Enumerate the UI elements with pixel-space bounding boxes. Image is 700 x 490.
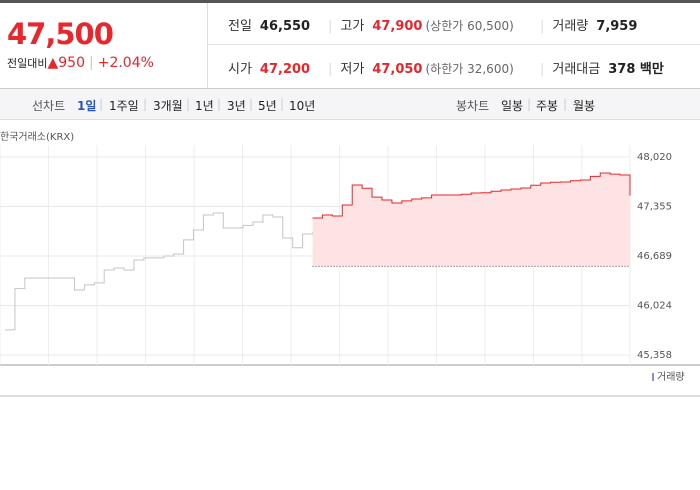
stat-value: 47,200	[259, 62, 311, 77]
tab[interactable]: 1년	[195, 99, 214, 113]
stat-label: 고가	[340, 19, 365, 34]
change-value: 950	[58, 55, 85, 71]
chart-source: 한국거래소(KRX)	[0, 131, 74, 143]
tab[interactable]: 1주일	[109, 99, 139, 113]
y-tick-label: 45,358	[637, 350, 672, 361]
tab[interactable]: 주봉	[536, 99, 559, 113]
separator: |	[186, 97, 191, 111]
stat-label: 거래대금	[552, 62, 601, 77]
separator: |	[217, 97, 222, 111]
separator: |	[89, 55, 94, 71]
change-rate: +2.04%	[97, 55, 154, 71]
tab[interactable]: 1일	[77, 99, 97, 113]
y-tick-label: 46,689	[637, 251, 672, 262]
separator: |	[563, 97, 568, 111]
top-bar	[0, 0, 700, 3]
stat-label: 저가	[340, 62, 365, 77]
separator: |	[99, 97, 104, 111]
y-tick-label: 48,020	[637, 152, 672, 163]
up-icon: ▲	[47, 55, 59, 71]
separator: |	[328, 62, 333, 77]
volume-legend-swatch	[652, 373, 654, 381]
change-label: 전일대비	[7, 57, 48, 70]
tab-group-label: 선차트	[32, 99, 66, 113]
stat-label: 거래량	[552, 19, 589, 34]
price-line	[5, 212, 314, 331]
stat: | 거래량 7,959	[540, 15, 637, 34]
chart: 한국거래소(KRX) 거래량 48,020 47,355 46,689 46,024 4…	[0, 131, 700, 397]
tab[interactable]: 5년	[258, 99, 277, 113]
separator: |	[249, 97, 254, 111]
separator: |	[143, 97, 148, 111]
stat-value: 46,550	[259, 19, 311, 34]
stat: | 고가 47,900 (상한가 60,500)	[328, 15, 514, 34]
separator: |	[540, 19, 545, 34]
divider	[208, 44, 700, 45]
area	[312, 172, 630, 267]
y-tick-label: 47,355	[637, 201, 672, 212]
tab[interactable]: 3개월	[153, 99, 183, 113]
stat-value: 47,900	[372, 19, 423, 34]
stat-label: 시가	[228, 62, 252, 77]
change: 전일대비▲950 | +2.04%	[7, 55, 154, 71]
tab-group-label: 봉차트	[456, 99, 490, 113]
stat-value: 7,959	[596, 19, 638, 34]
price-line	[312, 172, 631, 219]
current-price: 47,500	[7, 17, 114, 51]
stat: | 저가 47,050 (하한가 32,600)	[328, 58, 514, 77]
stat-label: 전일	[228, 19, 252, 34]
stat: 시가 47,200	[228, 58, 310, 77]
separator: |	[527, 97, 532, 111]
stat: | 거래대금 378 백만	[540, 58, 664, 77]
tab[interactable]: 10년	[289, 99, 316, 113]
tab[interactable]: 일봉	[501, 99, 524, 113]
stat: 전일 46,550	[228, 15, 310, 34]
volume-legend: 거래량	[657, 371, 685, 383]
stat-value: 378 백만	[608, 62, 664, 77]
separator: |	[328, 19, 333, 34]
y-tick-label: 46,024	[637, 300, 672, 311]
stat-note: (상한가 60,500)	[425, 19, 514, 33]
separator: |	[540, 62, 545, 77]
tab[interactable]: 3년	[227, 99, 246, 113]
price-panel: 47,500 전일대비▲950 | +2.04%	[0, 3, 208, 88]
stat-value: 47,050	[372, 62, 423, 77]
separator: |	[280, 97, 285, 111]
tab-bar: 선차트 1일 | 1주일 | 3개월 | 1년 | 3년 | 5년 | 10년 …	[0, 88, 700, 120]
tab[interactable]: 월봉	[573, 99, 596, 113]
stat-note: (하한가 32,600)	[425, 62, 514, 76]
